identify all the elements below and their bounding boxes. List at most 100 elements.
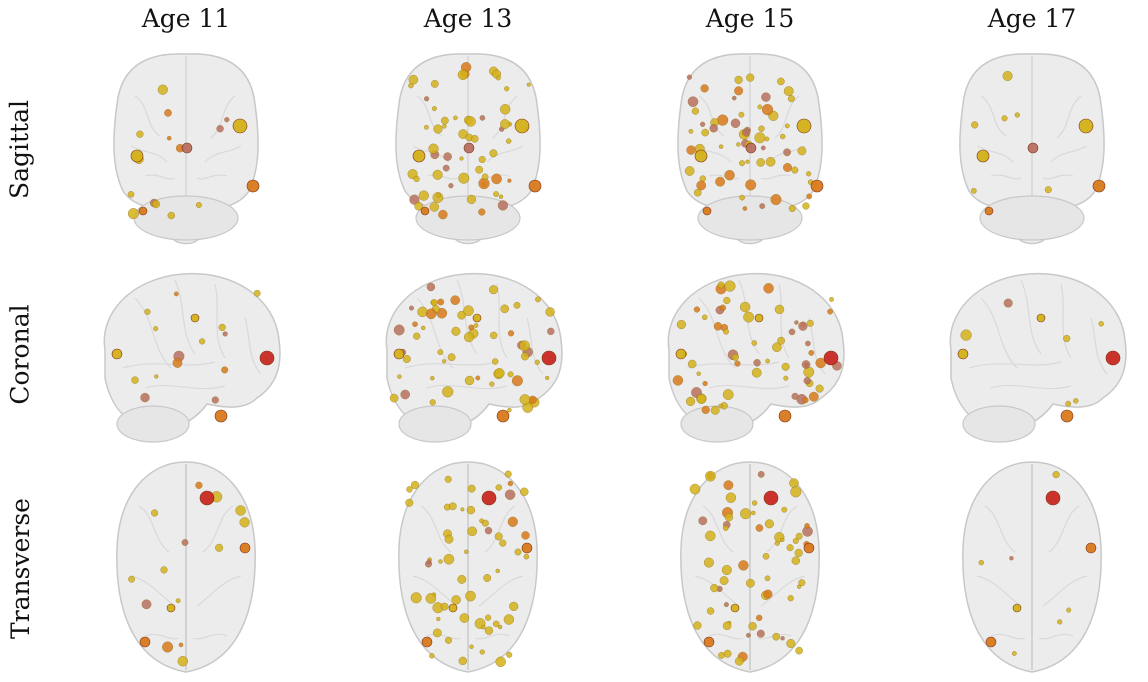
brain-node-yellow [734, 656, 744, 666]
brain-node-yellow [448, 502, 457, 511]
brain-node-mauve [484, 526, 493, 535]
brain-node-orange [702, 380, 708, 387]
brain-node-yellow [722, 389, 734, 401]
brain-panel-lateral-2 [357, 258, 579, 454]
brain-node-orange [693, 306, 701, 313]
brain-node-orange [507, 480, 514, 487]
brain-node-hub-red [481, 490, 497, 506]
cerebellum-outline [415, 195, 521, 241]
brain-node-yellow [786, 638, 796, 648]
brain-node-yellow [710, 584, 719, 593]
brain-node-hub-yellow [1036, 313, 1046, 323]
brain-node-yellow [438, 559, 443, 564]
brain-node-orange [802, 397, 809, 404]
brain-node-yellow [505, 138, 512, 144]
brain-node-yellow [757, 104, 763, 110]
brain-node-yellow [739, 194, 745, 201]
brain-node-hub-mauve [745, 142, 757, 154]
brain-render-axial [680, 461, 820, 673]
brain-node-yellow [495, 484, 503, 491]
brain-node-yellow [794, 548, 803, 558]
brain-node-yellow [437, 349, 444, 356]
brain-node-yellow [751, 510, 756, 516]
brain-node-yellow [484, 626, 494, 635]
brain-node-orange [507, 330, 515, 337]
brain-node-yellow [545, 307, 555, 317]
brain-node-yellow [797, 146, 807, 156]
brain-node-yellow [443, 553, 455, 565]
brain-node-yellow [970, 187, 977, 194]
brain-node-yellow [960, 329, 972, 341]
brain-node-hub-yellow [957, 348, 969, 360]
brain-node-hub-orange [810, 179, 824, 193]
brain-node-mauve [759, 203, 766, 210]
brain-node-yellow [495, 656, 506, 668]
brain-node-yellow [1011, 651, 1017, 656]
brain-node-yellow [479, 649, 485, 655]
brain-node-yellow [444, 475, 452, 483]
brain-node-yellow [772, 342, 782, 352]
brain-node-hub-orange [778, 409, 792, 423]
brain-node-yellow [705, 470, 716, 482]
column-header-age-11: Age 11 [141, 4, 231, 33]
brain-render-frontal [113, 53, 260, 245]
brain-node-mauve [443, 152, 452, 161]
brain-node-yellow [432, 628, 442, 638]
cerebellum-outline [962, 405, 1036, 443]
brain-node-yellow [1065, 400, 1072, 407]
brain-panel-axial-4 [921, 456, 1143, 680]
brain-node-yellow [500, 119, 510, 130]
brain-node-yellow [128, 575, 135, 583]
brain-node-yellow [485, 614, 492, 621]
brain-node-yellow [724, 513, 734, 522]
brain-node-yellow [746, 578, 755, 588]
cerebellum-outline [680, 405, 754, 443]
brain-node-yellow [791, 166, 799, 174]
brain-node-orange [475, 375, 481, 381]
brain-node-yellow [802, 202, 810, 210]
brain-node-mauve [798, 321, 808, 331]
brain-node-yellow [739, 301, 751, 313]
column-header-age-17: Age 17 [987, 4, 1077, 33]
brain-node-yellow [777, 77, 785, 86]
brain-node-yellow [513, 301, 521, 309]
brain-node-hub-orange [246, 179, 260, 193]
brain-node-yellow [495, 568, 500, 574]
brain-node-yellow [420, 325, 426, 331]
brain-node-yellow [754, 132, 766, 144]
brain-node-yellow [783, 375, 789, 381]
brain-node-mauve [760, 145, 766, 151]
brain-node-orange [507, 516, 518, 527]
brain-node-yellow [481, 173, 489, 181]
brain-node-mauve [497, 200, 509, 211]
brain-node-yellow [723, 649, 732, 658]
row-label-transverse: Transverse [0, 454, 40, 682]
brain-node-hub-orange [985, 636, 997, 648]
brain-node-yellow [473, 323, 479, 328]
brain-node-yellow [791, 556, 801, 565]
brain-node-hub-orange [1060, 409, 1074, 423]
brain-node-yellow [504, 470, 512, 478]
brain-node-yellow [684, 166, 695, 176]
brain-outline [667, 272, 845, 430]
cerebellum-outline [398, 405, 472, 443]
brain-node-hub-yellow [448, 603, 458, 613]
brain-node-yellow [1014, 112, 1020, 118]
cerebellum-outline [979, 195, 1085, 241]
brain-node-hub-orange [420, 206, 430, 216]
brain-node-yellow [430, 375, 435, 381]
row-label-sagittal: Sagittal [0, 44, 40, 254]
brain-node-yellow [489, 149, 498, 158]
brain-node-yellow [1066, 607, 1072, 613]
brain-node-orange [438, 209, 448, 220]
brain-node-yellow [788, 204, 796, 212]
brain-node-orange [425, 308, 437, 320]
brain-node-yellow [444, 534, 454, 544]
brain-node-yellow [743, 311, 755, 323]
brain-node-yellow [425, 593, 437, 604]
brain-node-yellow [971, 121, 979, 129]
brain-node-hub-red [259, 350, 275, 366]
brain-node-yellow [756, 158, 765, 167]
brain-node-yellow [432, 169, 443, 180]
brain-node-yellow [160, 566, 168, 574]
